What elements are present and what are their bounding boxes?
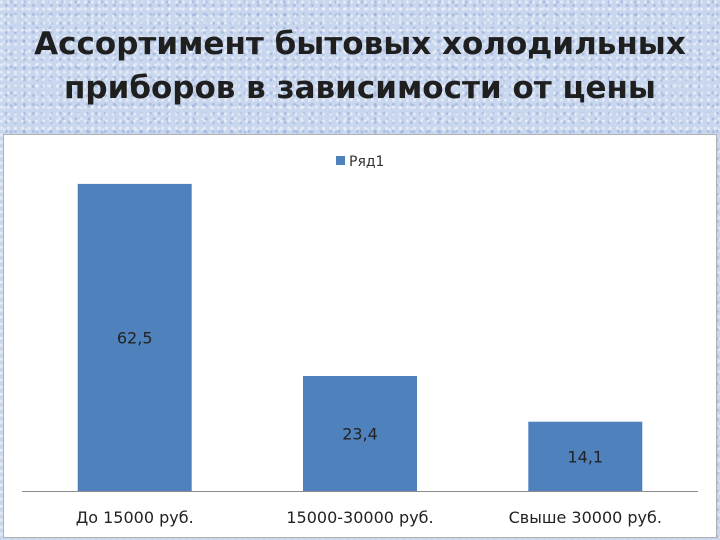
bar-3 [528, 421, 643, 491]
data-label-1: 62,5 [117, 328, 153, 347]
slide-title-line-1: Ассортимент бытовых холодильных [34, 26, 686, 62]
x-tick-label-1: До 15000 руб. [76, 508, 194, 527]
legend-swatch [336, 156, 345, 165]
slide-title: Ассортимент бытовых холодильных приборов… [0, 22, 720, 110]
bar-2 [303, 376, 417, 491]
chart-bars [77, 183, 643, 491]
x-tick-label-3: Свыше 30000 руб. [509, 508, 662, 527]
data-label-2: 23,4 [342, 425, 378, 444]
bar-1 [77, 183, 192, 491]
bar-chart: Ряд1 62,5 23,4 14,1 До 15000 руб. 15000-300… [22, 154, 698, 527]
chart-area: Ряд1 62,5 23,4 14,1 До 15000 руб. 15000-300… [3, 134, 717, 538]
slide-title-line-2: приборов в зависимости от цены [64, 70, 656, 106]
chart-data-labels: 62,5 23,4 14,1 [117, 328, 603, 466]
chart-x-axis: До 15000 руб. 15000-30000 руб. Свыше 30000… [22, 491, 698, 527]
data-label-3: 14,1 [567, 447, 603, 466]
legend-label: Ряд1 [349, 154, 384, 170]
x-tick-label-2: 15000-30000 руб. [286, 508, 433, 527]
chart-legend: Ряд1 [336, 154, 384, 170]
